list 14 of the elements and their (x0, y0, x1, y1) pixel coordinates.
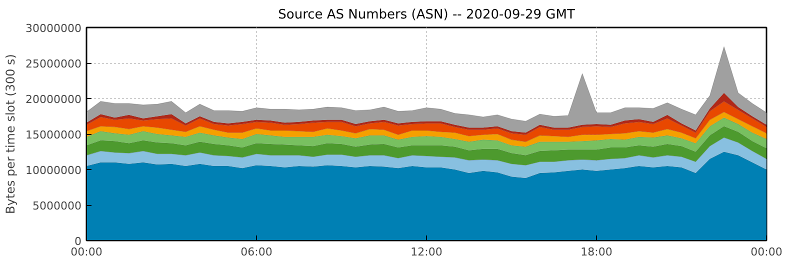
y-tick-label: 25000000 (26, 58, 82, 70)
y-tick-label: 30000000 (26, 22, 82, 35)
y-tick-label: 10000000 (26, 164, 82, 177)
x-tick-label: 18:00 (580, 246, 612, 258)
y-tick-label: 20000000 (26, 93, 82, 106)
x-tick-label: 12:00 (410, 246, 442, 258)
y-tick-label: 5000000 (32, 200, 82, 212)
y-tick-label: 15000000 (26, 128, 82, 142)
y-axis-title: Bytes per time slot (300 s) (4, 54, 18, 214)
y-tick-label: 0 (74, 235, 82, 248)
x-tick-label: 06:00 (240, 246, 272, 258)
x-tick-label: 00:00 (750, 246, 782, 258)
chart-title: Source AS Numbers (ASN) -- 2020-09-29 GMT (278, 8, 575, 22)
x-tick-label: 00:00 (70, 246, 102, 258)
